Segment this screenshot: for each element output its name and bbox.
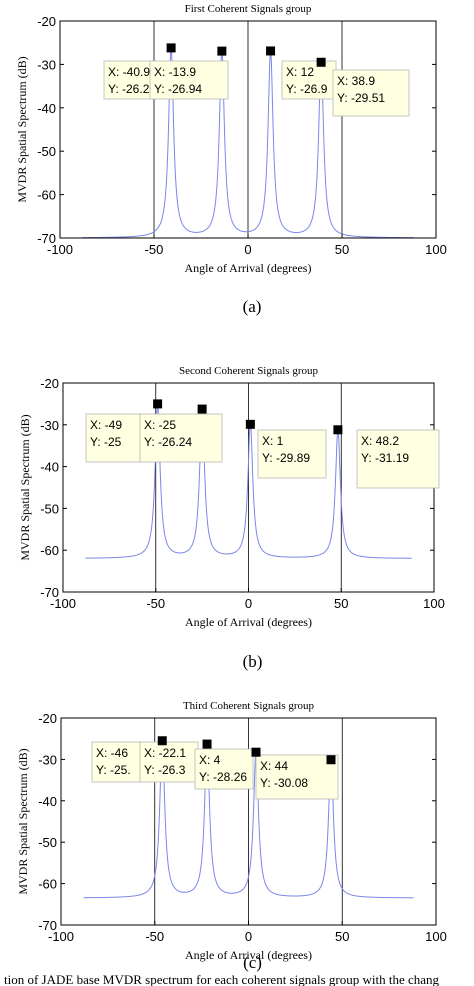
chart2-ytick-label: -40 bbox=[40, 460, 59, 475]
chart2-y-axis-label: MVDR Spatial Spectrum (dB) bbox=[18, 414, 32, 560]
chart2-subfigure-label: (b) bbox=[243, 652, 263, 671]
chart2-datatip-x: X: 48.2 bbox=[361, 434, 399, 448]
chart1-x-axis-label: Angle of Arrival (degrees) bbox=[185, 261, 312, 275]
chart2-datatip-y: Y: -31.19 bbox=[361, 451, 409, 465]
chart3-xtick-label: -50 bbox=[145, 929, 164, 944]
chart2-xtick-label: -100 bbox=[50, 596, 76, 611]
chart1-peak-marker bbox=[316, 57, 326, 67]
chart2-peak-marker bbox=[153, 399, 163, 409]
chart1-peak-marker bbox=[266, 46, 276, 56]
chart2-xtick-label: -50 bbox=[146, 596, 165, 611]
chart1-xtick-label: -50 bbox=[145, 242, 164, 257]
chart2-datatip-y: Y: -25 bbox=[90, 435, 122, 449]
chart1-ytick-label: -20 bbox=[37, 14, 56, 29]
chart2-ytick-label: -70 bbox=[40, 585, 59, 600]
chart2-xtick-label: 100 bbox=[423, 596, 445, 611]
chart2-peak-marker bbox=[245, 419, 255, 429]
chart1-title: First Coherent Signals group bbox=[185, 3, 312, 15]
chart1-datatip-box bbox=[281, 60, 337, 100]
chart2-datatip-box bbox=[139, 413, 223, 463]
chart3-peak-marker bbox=[157, 736, 167, 746]
chart3-peak-marker bbox=[202, 739, 212, 749]
chart1-ytick-label: -70 bbox=[37, 231, 56, 246]
chart3-datatip-x: X: -22.1 bbox=[144, 746, 186, 760]
chart1-datatip-box bbox=[332, 69, 410, 117]
chart3-ytick-label: -70 bbox=[38, 918, 57, 933]
chart3-datatip-box bbox=[194, 748, 254, 790]
chart3-x-axis-label: Angle of Arrival (degrees) bbox=[185, 948, 312, 962]
chart3-ytick-label: -20 bbox=[38, 711, 57, 726]
chart3-subfigure-label: (c) bbox=[243, 953, 262, 972]
chart2-xtick-label: 50 bbox=[334, 596, 348, 611]
chart3-y-axis-label: MVDR Spatial Spectrum (dB) bbox=[16, 748, 30, 894]
chart1-datatip-y: Y: -26.94 bbox=[154, 82, 202, 96]
chart1-ytick-label: -30 bbox=[37, 57, 56, 72]
chart1-subfigure-label: (a) bbox=[243, 297, 262, 316]
chart2-ytick-label: -50 bbox=[40, 501, 59, 516]
chart2-datatip-y: Y: -29.89 bbox=[262, 451, 310, 465]
chart3-datatip-x: X: 4 bbox=[199, 753, 221, 767]
chart3-spectrum-line bbox=[83, 739, 414, 899]
chart1-datatip-x: X: -40.9 bbox=[108, 65, 150, 79]
chart3-ytick-label: -60 bbox=[38, 877, 57, 892]
chart3-xtick-label: 50 bbox=[335, 929, 349, 944]
chart1-xtick-label: 50 bbox=[335, 242, 349, 257]
chart3-datatip-x: X: -46 bbox=[96, 746, 128, 760]
chart3-ytick-label: -30 bbox=[38, 752, 57, 767]
chart3-datatip-y: Y: -26.3 bbox=[144, 763, 186, 777]
chart1-xtick-label: 100 bbox=[425, 242, 447, 257]
chart2-datatip-box bbox=[356, 429, 440, 489]
chart1-peak-marker bbox=[217, 46, 227, 56]
chart2-title: Second Coherent Signals group bbox=[179, 365, 319, 377]
chart1-ytick-label: -40 bbox=[37, 101, 56, 116]
chart1-datatip-y: Y: -26.2 bbox=[108, 82, 150, 96]
chart2-datatip-box bbox=[85, 413, 143, 463]
chart3-peak-marker bbox=[326, 755, 336, 765]
chart2-xtick-label: 0 bbox=[245, 596, 252, 611]
chart1-peak-marker bbox=[166, 43, 176, 53]
chart3-datatip-y: Y: -30.08 bbox=[260, 776, 308, 790]
chart1-ytick-label: -50 bbox=[37, 144, 56, 159]
chart3-datatip-x: X: 44 bbox=[260, 759, 288, 773]
chart3-xtick-label: -100 bbox=[48, 929, 74, 944]
chart3-peak-marker bbox=[251, 747, 261, 757]
chart2-peak-marker bbox=[333, 425, 343, 435]
chart3-ytick-label: -50 bbox=[38, 835, 57, 850]
chart3-datatip-y: Y: -28.26 bbox=[199, 770, 247, 784]
figure-caption: tion of JADE base MVDR spectrum for each… bbox=[4, 972, 440, 986]
chart2-datatip-x: X: -49 bbox=[90, 418, 122, 432]
chart1-datatip-y: Y: -29.51 bbox=[337, 91, 385, 105]
chart2-ytick-label: -20 bbox=[40, 376, 59, 391]
chart3-datatip-box bbox=[139, 741, 199, 783]
chart2-peak-marker bbox=[197, 404, 207, 414]
chart1-datatip-box bbox=[103, 60, 157, 100]
chart2-datatip-x: X: 1 bbox=[262, 434, 284, 448]
chart1-xtick-label: 0 bbox=[244, 242, 251, 257]
chart2-x-axis-label: Angle of Arrival (degrees) bbox=[185, 615, 312, 629]
chart2-spectrum-line bbox=[85, 403, 412, 559]
chart2-datatip-box bbox=[257, 429, 327, 479]
chart2-ytick-label: -30 bbox=[40, 418, 59, 433]
chart2-datatip-x: X: -25 bbox=[144, 418, 176, 432]
chart1-datatip-x: X: -13.9 bbox=[154, 65, 196, 79]
chart1-datatip-box bbox=[149, 60, 229, 100]
chart1-datatip-x: X: 38.9 bbox=[337, 74, 375, 88]
chart2-ytick-label: -60 bbox=[40, 543, 59, 558]
chart3-title: Third Coherent Signals group bbox=[183, 700, 315, 712]
chart1-y-axis-label: MVDR Spatial Spectrum (dB) bbox=[15, 56, 29, 202]
chart1-datatip-y: Y: -26.9 bbox=[286, 82, 328, 96]
chart3-xtick-label: 0 bbox=[245, 929, 252, 944]
chart3-ytick-label: -40 bbox=[38, 794, 57, 809]
chart3-xtick-label: 100 bbox=[425, 929, 447, 944]
chart3-datatip-y: Y: -25. bbox=[96, 763, 131, 777]
chart1-datatip-x: X: 12 bbox=[286, 65, 314, 79]
chart2-datatip-y: Y: -26.24 bbox=[144, 435, 192, 449]
chart1-xtick-label: -100 bbox=[47, 242, 73, 257]
chart1-ytick-label: -60 bbox=[37, 188, 56, 203]
chart1-spectrum-line bbox=[82, 45, 414, 239]
chart3-datatip-box bbox=[255, 754, 339, 800]
